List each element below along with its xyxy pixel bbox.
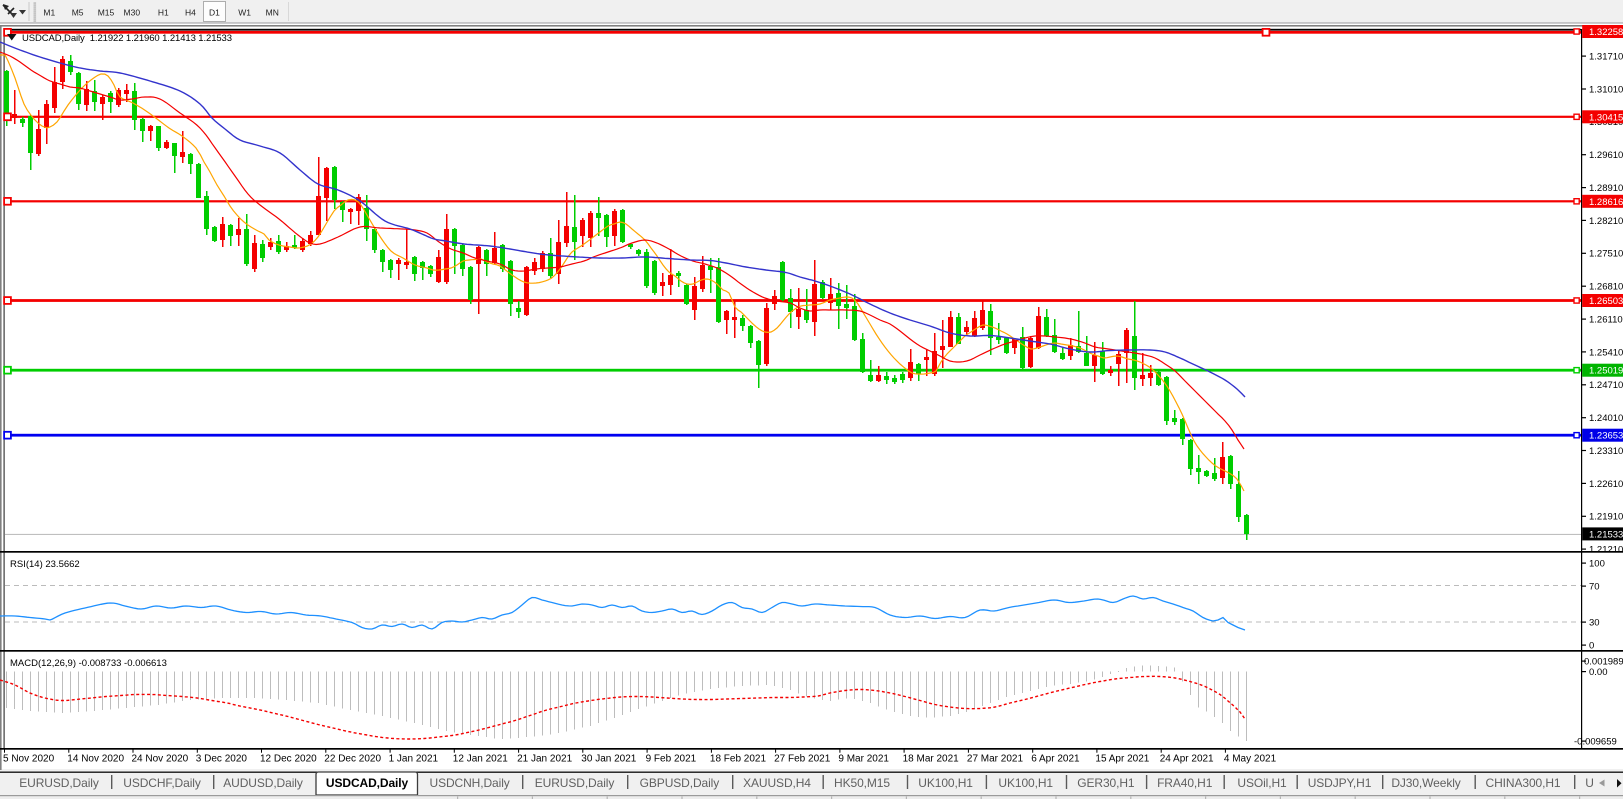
svg-text:FRA40,H1: FRA40,H1 bbox=[1157, 776, 1213, 790]
svg-text:USOil,H1: USOil,H1 bbox=[1237, 776, 1287, 790]
svg-text:1.26110: 1.26110 bbox=[1589, 315, 1623, 326]
svg-text:30 Jan 2021: 30 Jan 2021 bbox=[581, 754, 636, 765]
svg-text:D1: D1 bbox=[209, 8, 220, 18]
svg-text:UK100,H1: UK100,H1 bbox=[918, 776, 973, 790]
svg-text:1.28616: 1.28616 bbox=[1589, 197, 1623, 208]
svg-text:1.31710: 1.31710 bbox=[1589, 52, 1623, 63]
svg-text:DJ30,Weekly: DJ30,Weekly bbox=[1391, 776, 1460, 790]
svg-text:1.25019: 1.25019 bbox=[1589, 366, 1623, 377]
svg-text:M30: M30 bbox=[124, 8, 141, 18]
svg-text:M15: M15 bbox=[98, 8, 115, 18]
svg-text:0.00: 0.00 bbox=[1589, 667, 1608, 678]
svg-text:EURUSD,Daily: EURUSD,Daily bbox=[535, 776, 615, 790]
svg-text:27 Feb 2021: 27 Feb 2021 bbox=[774, 754, 831, 765]
svg-text:CHINA300,H1: CHINA300,H1 bbox=[1486, 776, 1561, 790]
svg-text:1.24710: 1.24710 bbox=[1589, 380, 1623, 391]
svg-text:1.26503: 1.26503 bbox=[1589, 296, 1623, 307]
svg-text:XAUUSD,H4: XAUUSD,H4 bbox=[743, 776, 811, 790]
svg-text:18 Feb 2021: 18 Feb 2021 bbox=[710, 754, 767, 765]
svg-text:HK50,M15: HK50,M15 bbox=[834, 776, 890, 790]
svg-text:UK100,H1: UK100,H1 bbox=[998, 776, 1053, 790]
svg-text:U: U bbox=[1585, 776, 1594, 790]
svg-text:-0.009659: -0.009659 bbox=[1574, 737, 1617, 748]
svg-text:USDCHF,Daily: USDCHF,Daily bbox=[123, 776, 201, 790]
svg-text:12 Jan 2021: 12 Jan 2021 bbox=[453, 754, 508, 765]
svg-text:0: 0 bbox=[1589, 641, 1594, 652]
svg-text:1.21910: 1.21910 bbox=[1589, 512, 1623, 523]
svg-text:18 Mar 2021: 18 Mar 2021 bbox=[903, 754, 960, 765]
svg-text:MN: MN bbox=[266, 8, 279, 18]
svg-text:MACD(12,26,9) -0.008733 -0.006: MACD(12,26,9) -0.008733 -0.006613 bbox=[10, 658, 167, 669]
svg-text:1.22610: 1.22610 bbox=[1589, 479, 1623, 490]
svg-text:12 Dec 2020: 12 Dec 2020 bbox=[260, 754, 317, 765]
svg-text:1.29610: 1.29610 bbox=[1589, 150, 1623, 161]
svg-text:24 Nov 2020: 24 Nov 2020 bbox=[132, 754, 189, 765]
svg-text:30: 30 bbox=[1589, 618, 1600, 629]
svg-text:9 Feb 2021: 9 Feb 2021 bbox=[646, 754, 697, 765]
svg-text:H1: H1 bbox=[158, 8, 169, 18]
svg-text:GBPUSD,Daily: GBPUSD,Daily bbox=[640, 776, 720, 790]
svg-text:3 Dec 2020: 3 Dec 2020 bbox=[196, 754, 248, 765]
svg-text:1.28910: 1.28910 bbox=[1589, 183, 1623, 194]
svg-text:22 Dec 2020: 22 Dec 2020 bbox=[324, 754, 381, 765]
svg-text:9 Mar 2021: 9 Mar 2021 bbox=[838, 754, 889, 765]
svg-text:GER30,H1: GER30,H1 bbox=[1077, 776, 1135, 790]
svg-text:AUDUSD,Daily: AUDUSD,Daily bbox=[223, 776, 303, 790]
svg-text:0.001989: 0.001989 bbox=[1584, 657, 1623, 668]
svg-text:USDCNH,Daily: USDCNH,Daily bbox=[430, 776, 510, 790]
svg-text:1.26810: 1.26810 bbox=[1589, 282, 1623, 293]
svg-text:1.32258: 1.32258 bbox=[1589, 27, 1623, 38]
svg-text:24 Apr 2021: 24 Apr 2021 bbox=[1160, 754, 1214, 765]
svg-text:1.24010: 1.24010 bbox=[1589, 413, 1623, 424]
svg-text:EURUSD,Daily: EURUSD,Daily bbox=[19, 776, 99, 790]
svg-text:100: 100 bbox=[1589, 559, 1605, 570]
svg-text:1.23310: 1.23310 bbox=[1589, 446, 1623, 457]
svg-text:5 Nov 2020: 5 Nov 2020 bbox=[3, 754, 55, 765]
svg-text:6 Apr 2021: 6 Apr 2021 bbox=[1031, 754, 1080, 765]
svg-text:1.30415: 1.30415 bbox=[1589, 112, 1623, 123]
svg-text:14 Nov 2020: 14 Nov 2020 bbox=[67, 754, 124, 765]
svg-text:1.27510: 1.27510 bbox=[1589, 249, 1623, 260]
svg-text:70: 70 bbox=[1589, 582, 1600, 593]
svg-text:27 Mar 2021: 27 Mar 2021 bbox=[967, 754, 1024, 765]
svg-text:4 May 2021: 4 May 2021 bbox=[1224, 754, 1277, 765]
svg-text:1 Jan 2021: 1 Jan 2021 bbox=[389, 754, 439, 765]
svg-text:M1: M1 bbox=[43, 8, 55, 18]
svg-text:1.21533: 1.21533 bbox=[1589, 529, 1623, 540]
svg-text:1.21210: 1.21210 bbox=[1589, 545, 1623, 556]
svg-text:M5: M5 bbox=[72, 8, 84, 18]
svg-text:W1: W1 bbox=[238, 8, 251, 18]
svg-text:USDCAD,Daily 1.21922 1.21960: USDCAD,Daily 1.21922 1.21960 1.21413 1.2… bbox=[22, 33, 232, 44]
svg-text:1.28210: 1.28210 bbox=[1589, 216, 1623, 227]
svg-text:H4: H4 bbox=[185, 8, 196, 18]
svg-text:1.23653: 1.23653 bbox=[1589, 431, 1623, 442]
svg-text:1.25410: 1.25410 bbox=[1589, 347, 1623, 358]
svg-text:21 Jan 2021: 21 Jan 2021 bbox=[517, 754, 572, 765]
svg-text:1.31010: 1.31010 bbox=[1589, 84, 1623, 95]
svg-text:USDJPY,H1: USDJPY,H1 bbox=[1308, 776, 1372, 790]
svg-text:15 Apr 2021: 15 Apr 2021 bbox=[1095, 754, 1149, 765]
svg-text:RSI(14) 23.5662: RSI(14) 23.5662 bbox=[10, 559, 80, 570]
svg-text:USDCAD,Daily: USDCAD,Daily bbox=[326, 776, 409, 790]
